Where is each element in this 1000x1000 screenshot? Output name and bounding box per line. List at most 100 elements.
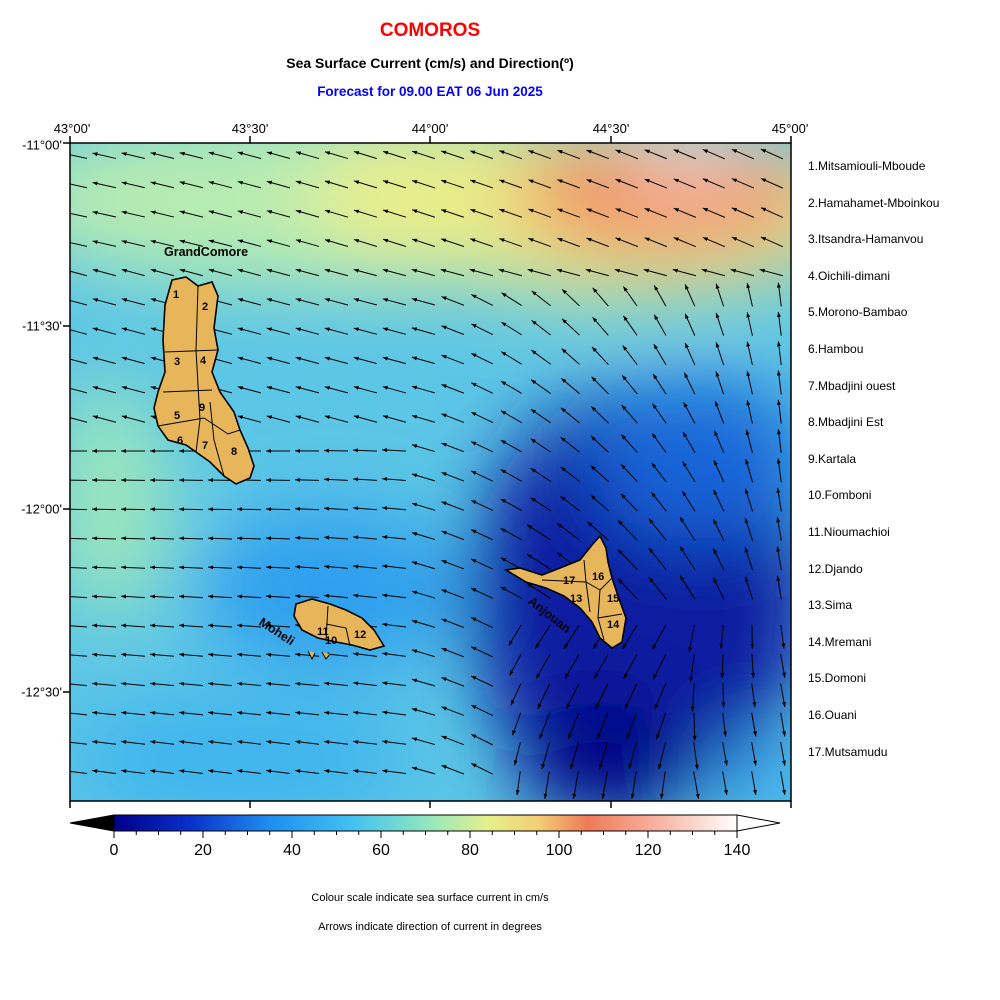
current-arrow — [720, 654, 725, 679]
current-arrow — [70, 566, 88, 569]
current-arrow — [570, 741, 580, 770]
current-arrow — [382, 593, 407, 599]
current-arrow — [70, 299, 88, 306]
current-arrow — [715, 342, 725, 366]
current-arrow — [295, 268, 320, 277]
current-arrow — [776, 575, 782, 600]
current-arrow — [652, 373, 667, 395]
island-grand-comore — [153, 276, 255, 485]
map-subtitle: Sea Surface Current (cm/s) and Direction… — [286, 55, 574, 71]
current-arrow — [530, 408, 551, 424]
current-arrow — [679, 575, 696, 600]
current-arrow — [500, 557, 522, 570]
current-arrow — [266, 210, 291, 218]
current-arrow — [713, 460, 725, 483]
current-arrow — [572, 771, 579, 799]
current-arrow — [660, 771, 666, 800]
current-arrow — [411, 444, 436, 453]
current-arrow — [701, 268, 726, 277]
current-arrow — [324, 506, 349, 511]
current-arrow — [150, 710, 175, 716]
current-arrow — [353, 151, 378, 160]
current-arrow — [323, 448, 349, 453]
current-arrow — [690, 683, 695, 712]
longitude-label: 43°00' — [53, 121, 91, 136]
legend-item: 17.Mutsamudu — [808, 744, 888, 759]
current-arrow — [121, 415, 146, 423]
legend-item: 11.Nioumachioi — [808, 524, 890, 539]
current-arrow — [411, 590, 436, 599]
current-arrow — [121, 769, 146, 775]
current-arrow — [620, 463, 638, 483]
current-arrow — [150, 681, 175, 687]
current-arrow — [731, 178, 755, 189]
current-arrow — [150, 152, 175, 159]
current-arrow — [382, 385, 407, 394]
current-arrow — [440, 150, 465, 160]
current-arrow — [592, 287, 609, 307]
current-arrow — [91, 507, 117, 512]
current-arrow — [411, 766, 436, 775]
current-arrow — [776, 311, 782, 336]
current-arrow — [382, 769, 407, 775]
current-arrow — [648, 518, 667, 541]
region-number: 13 — [570, 593, 583, 605]
current-arrow — [266, 356, 291, 365]
current-arrow — [92, 386, 117, 394]
current-arrow — [411, 180, 436, 189]
current-arrow — [208, 181, 233, 189]
legend-item: 15.Domoni — [808, 671, 867, 686]
current-arrow — [70, 242, 88, 247]
current-arrow — [591, 376, 609, 395]
current-arrow — [722, 712, 727, 737]
current-arrow — [744, 547, 754, 571]
current-arrow — [150, 210, 175, 218]
current-arrow — [673, 207, 697, 218]
colour-scale-note: Colour scale indicate sea surface curren… — [311, 892, 549, 904]
current-arrow — [441, 501, 465, 511]
current-arrow — [693, 771, 700, 799]
current-arrow — [266, 151, 291, 160]
current-arrow — [179, 623, 204, 628]
current-arrow — [745, 459, 754, 483]
current-arrow — [746, 282, 753, 307]
current-arrow — [295, 298, 320, 306]
current-arrow — [776, 546, 782, 571]
current-arrow — [440, 238, 465, 248]
current-arrow — [70, 683, 88, 687]
current-arrow — [265, 536, 291, 541]
current-arrow — [208, 268, 233, 277]
current-arrow — [561, 348, 580, 365]
region-number: 5 — [174, 410, 181, 422]
current-arrow — [564, 654, 580, 679]
current-arrow — [614, 268, 639, 277]
current-arrow — [615, 208, 639, 218]
current-arrow — [382, 209, 407, 218]
current-arrow — [382, 564, 407, 569]
current-arrow — [731, 207, 755, 218]
current-arrow — [470, 208, 494, 218]
current-arrow — [692, 712, 697, 741]
current-arrow — [500, 439, 522, 453]
current-arrow — [617, 519, 638, 541]
current-arrow — [121, 623, 146, 628]
current-arrow — [528, 208, 552, 218]
current-arrow — [266, 623, 291, 628]
longitude-label: 43°30' — [231, 121, 269, 136]
current-arrow — [70, 508, 88, 511]
current-arrow — [150, 239, 175, 247]
current-arrow — [567, 712, 580, 740]
current-arrow — [411, 737, 436, 746]
current-arrow — [441, 471, 465, 482]
current-arrow — [527, 268, 552, 277]
longitude-label: 44°30' — [592, 121, 630, 136]
current-arrow — [499, 179, 523, 189]
current-arrow — [70, 329, 88, 335]
current-arrow — [295, 769, 320, 775]
current-direction-arrows — [70, 148, 786, 800]
current-arrow — [382, 622, 407, 628]
current-arrow — [382, 180, 407, 189]
current-arrow — [693, 741, 699, 770]
current-arrow — [530, 467, 551, 482]
current-arrow — [715, 283, 725, 307]
